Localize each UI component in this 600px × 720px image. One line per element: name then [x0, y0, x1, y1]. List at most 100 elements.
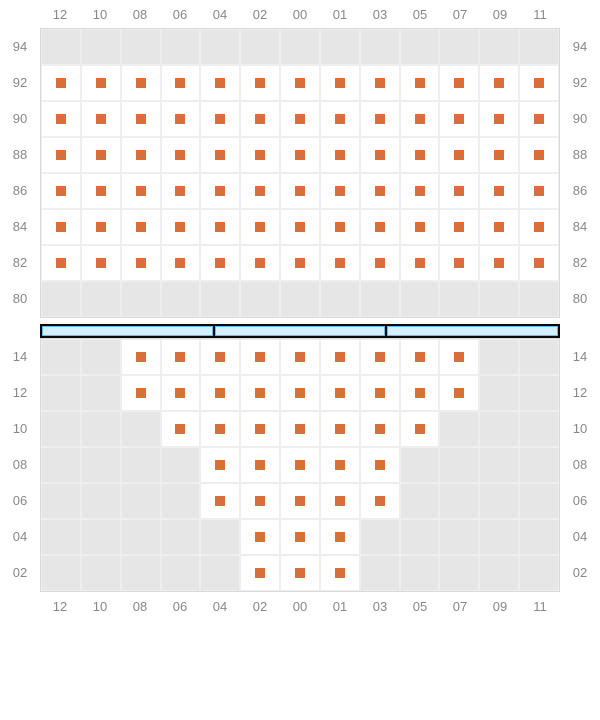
seat-cell[interactable]	[200, 447, 240, 483]
seat-cell[interactable]	[81, 245, 121, 281]
seat-cell[interactable]	[200, 411, 240, 447]
seat-cell[interactable]	[280, 447, 320, 483]
seat-cell[interactable]	[200, 101, 240, 137]
seat-cell[interactable]	[121, 101, 161, 137]
seat-cell[interactable]	[280, 483, 320, 519]
seat-cell[interactable]	[320, 411, 360, 447]
seat-cell[interactable]	[400, 101, 440, 137]
seat-cell[interactable]	[439, 339, 479, 375]
seat-cell[interactable]	[360, 173, 400, 209]
seat-cell[interactable]	[360, 483, 400, 519]
seat-cell[interactable]	[161, 411, 201, 447]
seat-cell[interactable]	[400, 375, 440, 411]
seat-cell[interactable]	[41, 173, 81, 209]
seat-cell[interactable]	[439, 245, 479, 281]
seat-cell[interactable]	[240, 411, 280, 447]
seat-cell[interactable]	[320, 483, 360, 519]
seat-cell[interactable]	[280, 411, 320, 447]
seat-cell[interactable]	[360, 375, 400, 411]
seat-cell[interactable]	[200, 245, 240, 281]
seat-cell[interactable]	[280, 339, 320, 375]
seat-cell[interactable]	[81, 209, 121, 245]
seat-cell[interactable]	[161, 173, 201, 209]
seat-cell[interactable]	[360, 339, 400, 375]
seat-cell[interactable]	[360, 245, 400, 281]
seat-cell[interactable]	[439, 173, 479, 209]
seat-cell[interactable]	[240, 519, 280, 555]
seat-cell[interactable]	[360, 137, 400, 173]
seat-cell[interactable]	[240, 447, 280, 483]
seat-cell[interactable]	[280, 101, 320, 137]
seat-cell[interactable]	[121, 137, 161, 173]
seat-cell[interactable]	[400, 245, 440, 281]
seat-cell[interactable]	[81, 173, 121, 209]
seat-cell[interactable]	[320, 447, 360, 483]
seat-cell[interactable]	[479, 137, 519, 173]
seat-cell[interactable]	[400, 173, 440, 209]
seat-cell[interactable]	[41, 101, 81, 137]
seat-cell[interactable]	[161, 375, 201, 411]
seat-cell[interactable]	[81, 65, 121, 101]
seat-cell[interactable]	[240, 65, 280, 101]
seat-cell[interactable]	[479, 209, 519, 245]
seat-cell[interactable]	[360, 101, 400, 137]
seat-cell[interactable]	[41, 65, 81, 101]
seat-cell[interactable]	[439, 137, 479, 173]
seat-cell[interactable]	[400, 339, 440, 375]
seat-cell[interactable]	[280, 245, 320, 281]
seat-cell[interactable]	[240, 245, 280, 281]
seat-cell[interactable]	[121, 245, 161, 281]
seat-cell[interactable]	[41, 245, 81, 281]
seat-cell[interactable]	[439, 101, 479, 137]
seat-cell[interactable]	[439, 375, 479, 411]
seat-cell[interactable]	[519, 65, 559, 101]
seat-cell[interactable]	[479, 65, 519, 101]
seat-cell[interactable]	[240, 137, 280, 173]
seat-cell[interactable]	[439, 209, 479, 245]
seat-cell[interactable]	[240, 339, 280, 375]
seat-cell[interactable]	[519, 209, 559, 245]
seat-cell[interactable]	[280, 375, 320, 411]
seat-cell[interactable]	[280, 137, 320, 173]
seat-cell[interactable]	[161, 209, 201, 245]
seat-cell[interactable]	[479, 101, 519, 137]
seat-cell[interactable]	[280, 173, 320, 209]
seat-cell[interactable]	[161, 137, 201, 173]
seat-cell[interactable]	[519, 137, 559, 173]
seat-cell[interactable]	[280, 65, 320, 101]
seat-cell[interactable]	[320, 375, 360, 411]
seat-cell[interactable]	[320, 101, 360, 137]
seat-cell[interactable]	[41, 209, 81, 245]
seat-cell[interactable]	[121, 339, 161, 375]
seat-cell[interactable]	[519, 245, 559, 281]
seat-cell[interactable]	[240, 209, 280, 245]
seat-cell[interactable]	[81, 137, 121, 173]
seat-cell[interactable]	[320, 519, 360, 555]
seat-cell[interactable]	[320, 245, 360, 281]
seat-cell[interactable]	[121, 173, 161, 209]
seat-cell[interactable]	[161, 245, 201, 281]
seat-cell[interactable]	[479, 173, 519, 209]
seat-cell[interactable]	[240, 555, 280, 591]
seat-cell[interactable]	[121, 209, 161, 245]
seat-cell[interactable]	[400, 411, 440, 447]
seat-cell[interactable]	[200, 483, 240, 519]
seat-cell[interactable]	[41, 137, 81, 173]
seat-cell[interactable]	[360, 209, 400, 245]
seat-cell[interactable]	[519, 173, 559, 209]
seat-cell[interactable]	[320, 65, 360, 101]
seat-cell[interactable]	[240, 101, 280, 137]
seat-cell[interactable]	[439, 65, 479, 101]
seat-cell[interactable]	[280, 555, 320, 591]
seat-cell[interactable]	[200, 65, 240, 101]
seat-cell[interactable]	[280, 519, 320, 555]
seat-cell[interactable]	[161, 101, 201, 137]
seat-cell[interactable]	[280, 209, 320, 245]
seat-cell[interactable]	[200, 339, 240, 375]
seat-cell[interactable]	[360, 65, 400, 101]
seat-cell[interactable]	[200, 173, 240, 209]
seat-cell[interactable]	[240, 173, 280, 209]
seat-cell[interactable]	[200, 209, 240, 245]
seat-cell[interactable]	[400, 209, 440, 245]
seat-cell[interactable]	[400, 65, 440, 101]
